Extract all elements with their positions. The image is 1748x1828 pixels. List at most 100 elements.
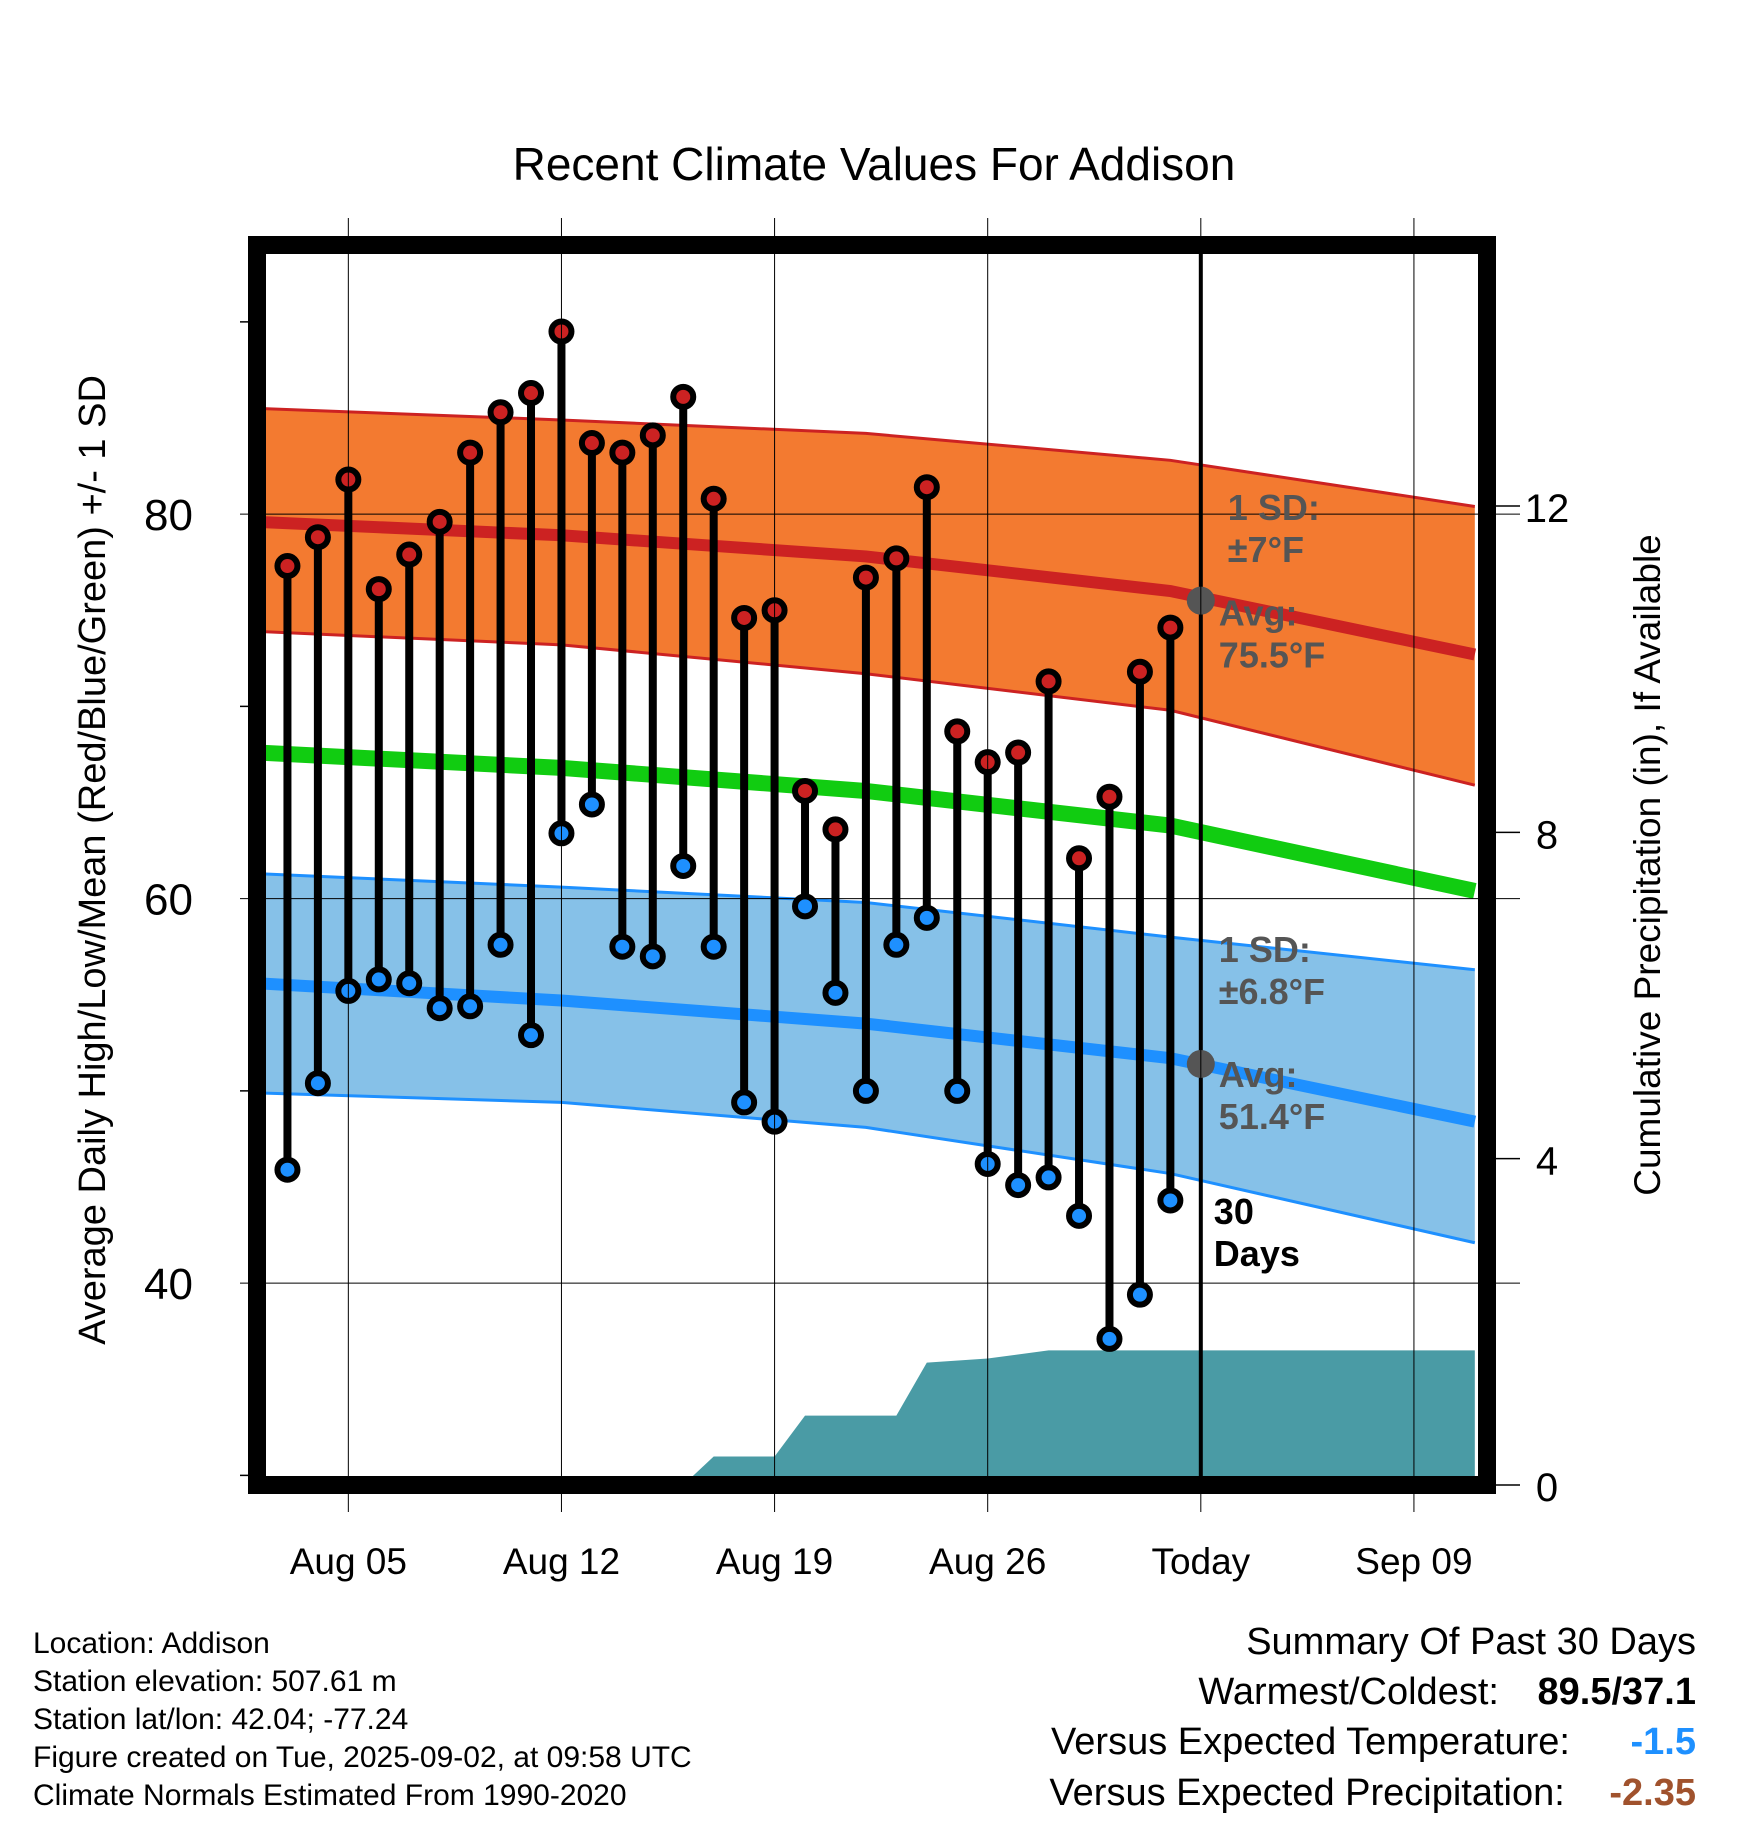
daily-high-point <box>1157 614 1184 641</box>
summary-warm-cold-label: Warmest/Coldest: <box>1198 1671 1499 1713</box>
daily-high-point <box>913 474 940 501</box>
daily-low-point <box>731 1089 758 1116</box>
daily-low-point <box>700 933 727 960</box>
summary-heading: Summary Of Past 30 Days <box>1246 1621 1696 1663</box>
daily-low-point <box>518 1022 545 1049</box>
info-elevation: Station elevation: 507.61 m <box>33 1665 397 1698</box>
daily-high-point <box>731 604 758 631</box>
annot-low-sd: 1 SD: <box>1219 929 1311 970</box>
daily-low-point <box>365 966 392 993</box>
daily-high-point <box>639 422 666 449</box>
x-tick-label: Aug 05 <box>290 1541 407 1582</box>
info-latlon: Station lat/lon: 42.04; -77.24 <box>33 1703 409 1736</box>
daily-low-point <box>639 943 666 970</box>
daily-low-point <box>852 1077 879 1104</box>
x-tick-label: Aug 19 <box>716 1541 833 1582</box>
daily-high-point <box>1035 668 1062 695</box>
plot-area <box>257 245 1477 1485</box>
annot-high-sd: ±7°F <box>1228 529 1304 570</box>
summary-precip-value: -2.35 <box>1609 1772 1696 1814</box>
precip-area <box>257 1350 1475 1485</box>
info-normals: Climate Normals Estimated From 1990-2020 <box>33 1779 627 1812</box>
daily-low-point <box>1096 1325 1123 1352</box>
annot-high-avg: 75.5°F <box>1219 635 1325 676</box>
daily-low-point <box>1066 1202 1093 1229</box>
daily-high-point <box>365 576 392 603</box>
daily-high-point <box>792 777 819 804</box>
x-tick-label: Sep 09 <box>1355 1541 1472 1582</box>
daily-high-point <box>609 439 636 466</box>
daily-high-point <box>457 439 484 466</box>
summary-temp-label: Versus Expected Temperature: <box>1051 1721 1570 1763</box>
chart-title: Recent Climate Values For Addison <box>512 138 1236 190</box>
daily-high-point <box>396 541 423 568</box>
daily-high-point <box>1005 739 1032 766</box>
daily-high-point <box>670 383 697 410</box>
climate-chart: Aug 05 Aug 12 Aug 19 Aug 26 Today Sep 09 40 60 8… <box>72 218 1668 1600</box>
info-location: Location: Addison <box>33 1627 270 1660</box>
annot-high-avg: Avg: <box>1219 593 1298 634</box>
y2-tick-label: 4 <box>1536 1140 1558 1184</box>
daily-high-point <box>852 564 879 591</box>
y-tick-label: 40 <box>144 1260 193 1309</box>
daily-high-point <box>518 380 545 407</box>
daily-high-point <box>1066 845 1093 872</box>
summary-temp: Versus Expected Temperature: -1.5 <box>1051 1721 1696 1764</box>
daily-high-point <box>426 508 453 535</box>
daily-low-point <box>396 970 423 997</box>
daily-high-point <box>1096 783 1123 810</box>
x-tick-label: Aug 26 <box>929 1541 1046 1582</box>
daily-low-point <box>822 979 849 1006</box>
x-tick-label: Today <box>1151 1541 1250 1582</box>
daily-low-point <box>1157 1187 1184 1214</box>
daily-low-point <box>1126 1281 1153 1308</box>
daily-high-point <box>883 545 910 572</box>
high-sd-upper-edge <box>257 406 1476 508</box>
y2-tick-label: 8 <box>1536 813 1558 857</box>
daily-high-point <box>1126 658 1153 685</box>
daily-high-point <box>700 485 727 512</box>
y2-axis-label: Cumulative Precipitation (in), If Availa… <box>1627 534 1668 1196</box>
precip-label: 30 <box>1214 1191 1254 1232</box>
annot-high-sd: 1 SD: <box>1228 487 1320 528</box>
daily-low-point <box>1035 1164 1062 1191</box>
summary-precip: Versus Expected Precipitation: -2.35 <box>1049 1772 1696 1815</box>
daily-high-point <box>944 718 971 745</box>
daily-low-point <box>1005 1172 1032 1199</box>
info-created: Figure created on Tue, 2025-09-02, at 09… <box>33 1741 692 1774</box>
y-tick-label: 60 <box>144 876 193 925</box>
daily-high-point <box>487 399 514 426</box>
plot-frame <box>248 236 1496 1494</box>
daily-low-point <box>304 1070 331 1097</box>
daily-high-point <box>822 816 849 843</box>
y-tick-label: 80 <box>144 491 193 540</box>
daily-high-point <box>578 430 605 457</box>
annot-low-avg: 51.4°F <box>1219 1096 1325 1137</box>
info-block: Location: Addison Station elevation: 507… <box>33 1625 692 1815</box>
summary-precip-label: Versus Expected Precipitation: <box>1049 1772 1565 1814</box>
annot-low-sd: ±6.8°F <box>1219 971 1325 1012</box>
daily-low-point <box>883 931 910 958</box>
high-normal-line <box>257 515 1477 661</box>
annot-low-avg: Avg: <box>1219 1054 1298 1095</box>
daily-low-point <box>426 995 453 1022</box>
precip-label: Days <box>1214 1233 1300 1274</box>
daily-low-point <box>274 1156 301 1183</box>
x-axis-label: Day <box>839 1597 905 1600</box>
daily-low-point <box>792 893 819 920</box>
daily-high-point <box>304 524 331 551</box>
summary-temp-value: -1.5 <box>1630 1721 1696 1763</box>
y2-tick-label: 12 <box>1525 487 1570 531</box>
daily-low-point <box>944 1077 971 1104</box>
daily-low-point <box>578 791 605 818</box>
summary-warm-cold: Warmest/Coldest: 89.5/37.1 <box>1198 1671 1696 1714</box>
daily-high-point <box>274 553 301 580</box>
x-tick-label: Aug 12 <box>503 1541 620 1582</box>
y-axis-label: Average Daily High/Low/Mean (Red/Blue/Gr… <box>72 375 114 1345</box>
daily-low-point <box>913 904 940 931</box>
daily-low-point <box>487 931 514 958</box>
low-sd-lower-edge <box>257 1091 1476 1245</box>
daily-low-point <box>609 933 636 960</box>
daily-low-point <box>457 993 484 1020</box>
daily-low-point <box>670 852 697 879</box>
